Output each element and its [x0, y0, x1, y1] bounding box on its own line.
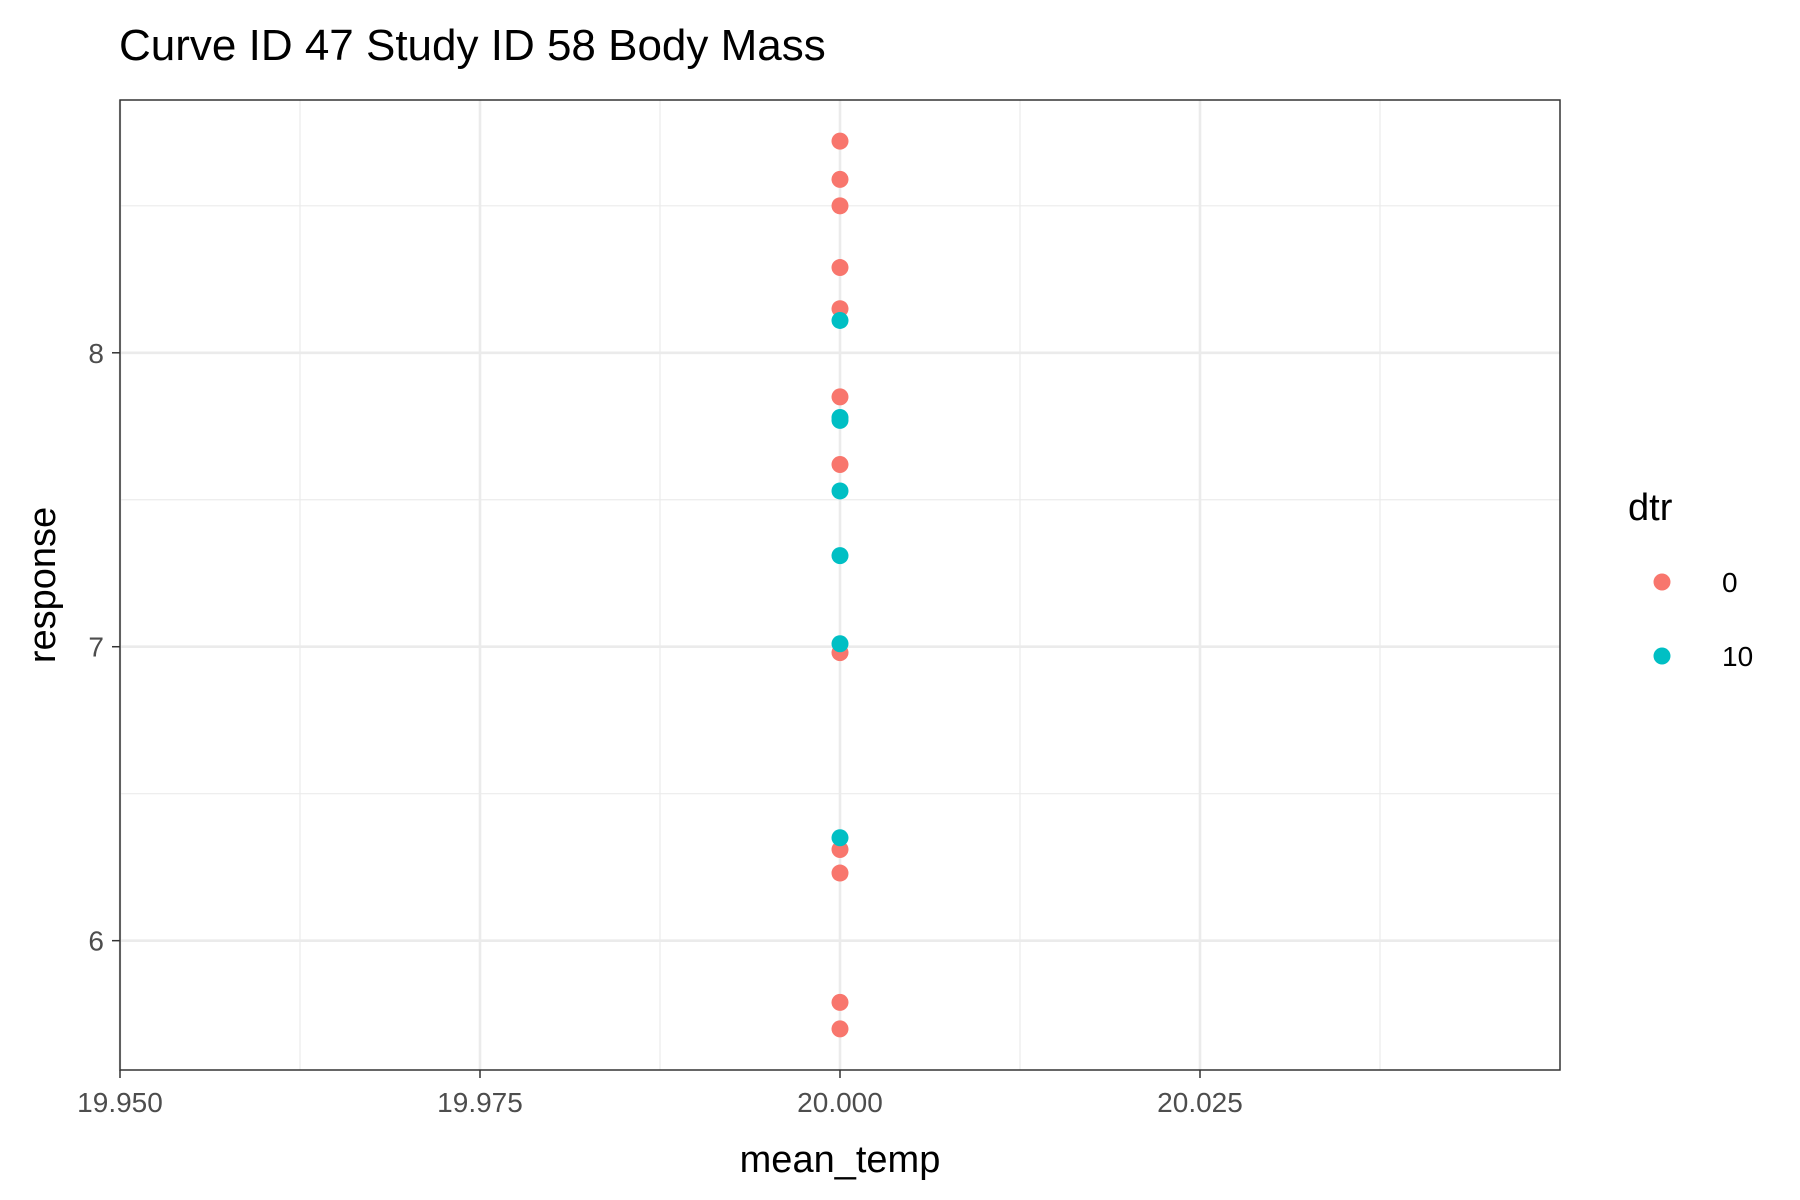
x-tick-label: 20.025 — [1157, 1087, 1243, 1118]
data-point-dtr-10 — [832, 829, 849, 846]
legend-key-0 — [1654, 574, 1671, 591]
data-point-dtr-0 — [832, 456, 849, 473]
plot-panel — [120, 100, 1560, 1070]
data-point-dtr-10 — [832, 635, 849, 652]
legend-title: dtr — [1628, 487, 1673, 529]
data-point-dtr-0 — [832, 994, 849, 1011]
x-tick-label: 19.950 — [77, 1087, 163, 1118]
legend-label-0: 0 — [1722, 567, 1738, 598]
x-tick-label: 20.000 — [797, 1087, 883, 1118]
data-point-dtr-0 — [832, 865, 849, 882]
data-point-dtr-0 — [832, 1020, 849, 1037]
y-tick-label: 7 — [88, 632, 104, 663]
y-tick-label: 6 — [88, 926, 104, 957]
data-point-dtr-0 — [832, 133, 849, 150]
data-point-dtr-0 — [832, 388, 849, 405]
legend-items: 0 10 — [1654, 567, 1754, 672]
data-point-dtr-10 — [832, 312, 849, 329]
data-point-dtr-10 — [832, 482, 849, 499]
x-axis-title: mean_temp — [740, 1139, 941, 1181]
data-point-dtr-0 — [832, 197, 849, 214]
y-axis: 6 7 8 — [88, 338, 120, 957]
x-axis: 19.950 19.975 20.000 20.025 — [77, 1070, 1243, 1118]
y-tick-label: 8 — [88, 338, 104, 369]
data-point-dtr-0 — [832, 171, 849, 188]
data-point-dtr-10 — [832, 412, 849, 429]
data-point-dtr-0 — [832, 259, 849, 276]
legend-label-10: 10 — [1722, 641, 1753, 672]
legend-key-10 — [1654, 648, 1671, 665]
data-point-dtr-10 — [832, 547, 849, 564]
legend: dtr 0 10 — [1628, 487, 1753, 672]
y-axis-title: response — [22, 507, 64, 663]
chart-title: Curve ID 47 Study ID 58 Body Mass — [119, 21, 826, 70]
x-tick-label: 19.975 — [437, 1087, 523, 1118]
